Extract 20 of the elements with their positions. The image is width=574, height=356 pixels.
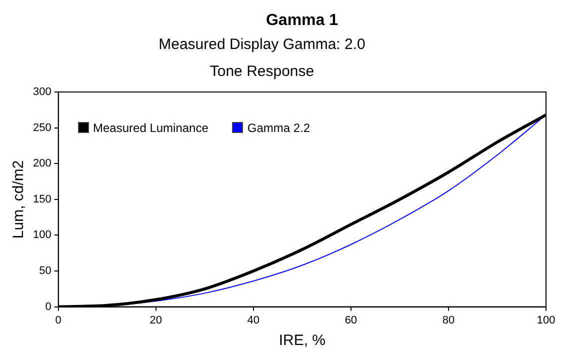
x-tick-label: 80 xyxy=(442,314,455,326)
y-tick-label: 200 xyxy=(32,158,52,170)
chart-subtitle: Measured Display Gamma: 2.0 xyxy=(158,36,366,53)
y-tick-label: 100 xyxy=(32,229,52,242)
text: Tone Response xyxy=(208,63,316,80)
x-tick-label: 0 xyxy=(55,314,62,326)
y-tick-label: 50 xyxy=(39,265,52,278)
x-tick-label: 60 xyxy=(344,314,358,326)
x-tick-label: 100 xyxy=(536,314,556,326)
x-tick-label: 20 xyxy=(150,314,162,326)
y-tick-label: 300 xyxy=(32,86,52,98)
legend-label: Gamma 2.2 xyxy=(246,121,310,135)
legend-label: Measured Luminance xyxy=(92,121,208,135)
y-tick-label: 150 xyxy=(32,193,52,206)
x-axis-title: IRE, % xyxy=(278,332,326,350)
chart-title: Gamma 1 xyxy=(264,12,340,30)
y-axis-title: Lum, cd/m2 xyxy=(10,160,28,239)
y-tick-label: 250 xyxy=(32,122,52,134)
y-tick-label: 0 xyxy=(45,300,52,313)
x-tick-label: 40 xyxy=(247,314,260,326)
